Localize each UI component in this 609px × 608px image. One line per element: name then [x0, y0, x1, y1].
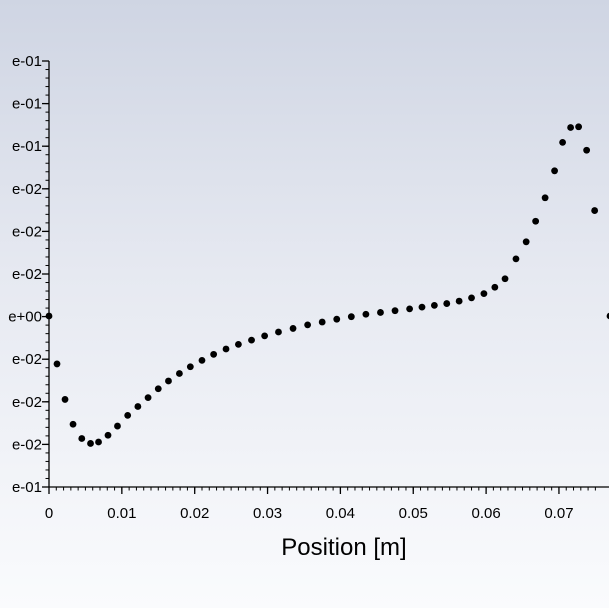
- data-point: [443, 300, 451, 307]
- data-point: [154, 385, 162, 393]
- data-point: [583, 146, 591, 154]
- y-tick-label: e-01: [12, 53, 42, 70]
- x-axis: 0 0.01 0.02 0.03 0.04 0.05 0.06 0.07: [45, 487, 574, 522]
- data-point: [333, 315, 341, 323]
- y-tick-label: e-02: [12, 223, 42, 240]
- data-point: [87, 440, 94, 447]
- y-tick-label: e-01: [12, 138, 42, 155]
- y-tick-label: e-01: [12, 479, 42, 496]
- data-point: [165, 377, 172, 385]
- x-tick-label: 0.04: [326, 505, 355, 522]
- data-point: [522, 238, 530, 246]
- data-point: [406, 305, 414, 313]
- data-point: [430, 301, 438, 309]
- y-tick-label: e+00: [8, 309, 42, 326]
- x-tick-label: 0.03: [253, 505, 282, 522]
- data-point: [69, 420, 77, 428]
- data-point: [144, 394, 152, 402]
- data-point: [455, 297, 463, 305]
- x-tick-label: 0.06: [471, 505, 500, 522]
- data-point: [176, 370, 183, 377]
- data-point: [104, 431, 112, 439]
- data-point: [248, 336, 255, 344]
- data-point: [480, 290, 488, 298]
- data-point: [124, 412, 132, 419]
- y-tick-label: e-02: [12, 394, 42, 411]
- data-point: [275, 328, 282, 336]
- data-point: [591, 207, 599, 214]
- x-tick-label: 0.05: [399, 505, 428, 522]
- data-point: [532, 217, 540, 225]
- data-point: [377, 309, 384, 316]
- x-tick-label: 0.01: [107, 505, 136, 522]
- data-point: [95, 438, 102, 446]
- data-point: [606, 312, 609, 320]
- data-point: [45, 312, 53, 320]
- data-point: [61, 396, 69, 403]
- data-point: [468, 294, 475, 302]
- data-point: [391, 307, 399, 315]
- data-point: [501, 275, 509, 283]
- data-point: [114, 422, 121, 430]
- data-point: [289, 325, 297, 332]
- x-tick-label: 0.07: [544, 505, 573, 522]
- data-point: [559, 139, 566, 146]
- data-point: [134, 403, 142, 410]
- data-point: [418, 303, 426, 311]
- y-tick-label: e-02: [12, 181, 42, 198]
- y-axis: e-01 e-01 e-01 e-02 e-02 e-02 e+00 e-02 e-02 e-02…: [8, 53, 49, 496]
- x-tick-label: 0.02: [180, 505, 209, 522]
- data-point: [541, 194, 549, 202]
- data-point: [78, 435, 86, 442]
- y-tick-label: e-01: [12, 96, 42, 113]
- data-point: [318, 318, 326, 326]
- data-point: [362, 310, 370, 318]
- data-point: [186, 363, 194, 371]
- data-point: [551, 167, 558, 175]
- data-points: [45, 123, 609, 447]
- data-point: [491, 283, 499, 291]
- data-point: [347, 313, 355, 321]
- data-point: [512, 255, 520, 263]
- x-tick-label: 0: [45, 505, 53, 522]
- data-point: [222, 345, 230, 353]
- y-tick-label: e-02: [12, 436, 42, 453]
- y-tick-label: e-02: [12, 351, 42, 368]
- data-point: [261, 332, 269, 340]
- data-point: [304, 321, 312, 329]
- data-point: [567, 124, 575, 131]
- data-point: [210, 350, 218, 358]
- y-tick-label: e-02: [12, 266, 42, 283]
- data-point: [53, 360, 61, 368]
- x-axis-label: Position [m]: [281, 534, 406, 561]
- data-point: [575, 123, 583, 131]
- data-point: [235, 341, 242, 348]
- data-point: [198, 356, 206, 364]
